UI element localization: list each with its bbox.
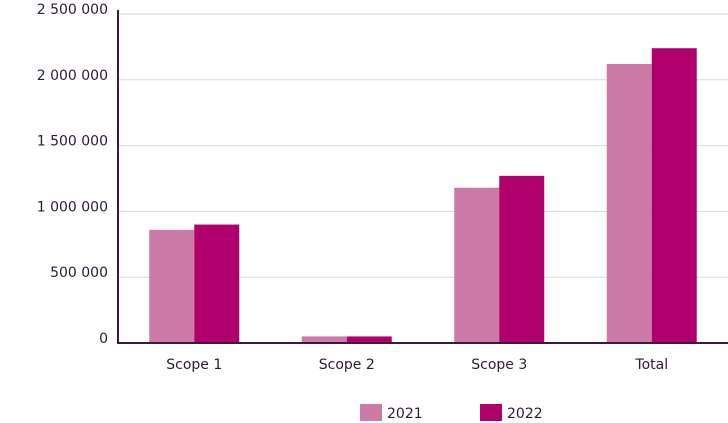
bar — [346, 336, 392, 343]
bar — [149, 229, 195, 343]
legend-swatch — [360, 404, 382, 421]
bar — [454, 187, 500, 343]
y-tick-label: 2 000 000 — [37, 68, 108, 84]
bar — [194, 224, 240, 343]
bar — [499, 175, 545, 343]
y-tick-label: 0 — [99, 331, 108, 347]
bar — [606, 64, 652, 344]
legend-label: 2021 — [387, 406, 423, 422]
y-tick-label: 1 500 000 — [37, 134, 108, 150]
x-tick-label: Scope 1 — [166, 357, 222, 373]
bar — [651, 48, 697, 343]
bar — [301, 336, 347, 343]
y-tick-label: 1 000 000 — [37, 199, 108, 215]
legend-swatch — [480, 404, 502, 421]
y-tick-label: 500 000 — [50, 265, 108, 281]
legend-label: 2022 — [507, 406, 543, 422]
y-tick-label: 2 500 000 — [37, 2, 108, 18]
x-tick-label: Total — [634, 357, 668, 373]
x-tick-label: Scope 2 — [319, 357, 375, 373]
x-tick-label: Scope 3 — [471, 357, 527, 373]
